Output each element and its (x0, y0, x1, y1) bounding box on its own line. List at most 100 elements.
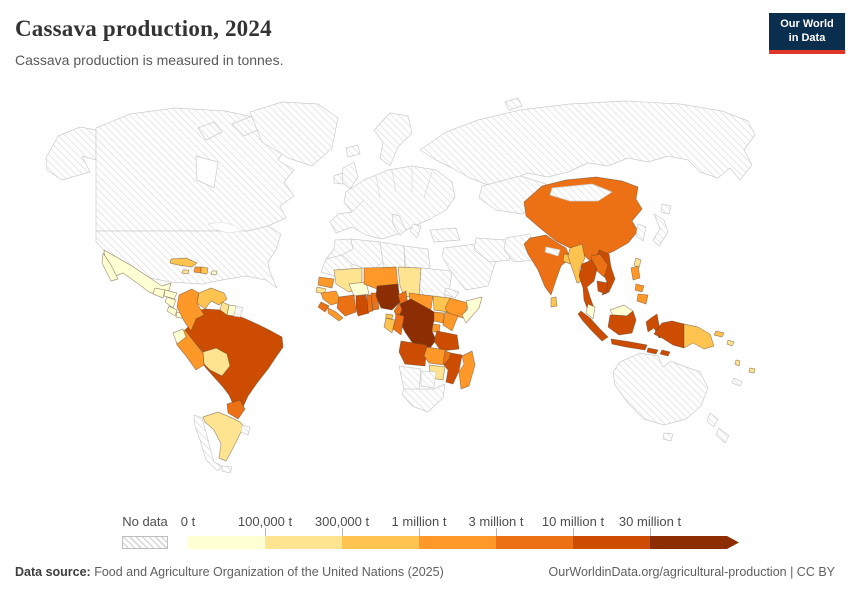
country-new-zealand-south[interactable] (715, 427, 730, 444)
country-ireland[interactable] (333, 172, 344, 185)
legend-stop-label: 100,000 t (237, 514, 293, 529)
country-greece[interactable] (409, 223, 422, 239)
country-argentina[interactable] (202, 411, 245, 462)
country-tanzania[interactable] (433, 330, 460, 352)
country-png-islands[interactable] (713, 330, 725, 338)
chart-subtitle: Cassava production is measured in tonnes… (15, 52, 284, 68)
country-japan[interactable] (652, 213, 669, 247)
country-cambodia[interactable] (596, 280, 609, 295)
country-south-africa[interactable] (401, 383, 446, 413)
country-iran[interactable] (473, 237, 511, 263)
country-sri-lanka[interactable] (550, 296, 558, 308)
legend-segment-2[interactable] (265, 536, 342, 549)
country-mexico-baja[interactable] (101, 252, 119, 282)
country-taiwan[interactable] (633, 257, 642, 269)
country-eritrea[interactable] (443, 287, 460, 299)
country-papua-new-guinea[interactable] (683, 323, 715, 350)
country-russia[interactable] (419, 100, 756, 186)
country-dominican-republic[interactable] (200, 266, 209, 275)
country-botswana[interactable] (420, 370, 437, 389)
country-equatorial-guinea[interactable] (385, 313, 394, 320)
country-indonesia-timor[interactable] (659, 349, 671, 357)
country-greenland[interactable] (249, 101, 339, 167)
country-somalia[interactable] (461, 296, 483, 324)
country-angola[interactable] (398, 340, 428, 367)
country-solomon-islands[interactable] (726, 339, 735, 347)
country-indonesia-kalimantan[interactable] (607, 310, 637, 336)
country-bolivia[interactable] (202, 347, 231, 377)
country-congo[interactable] (392, 313, 405, 336)
country-ecuador[interactable] (172, 328, 187, 345)
country-tasmania[interactable] (662, 432, 674, 442)
country-italy[interactable] (391, 213, 407, 236)
country-indonesia-java[interactable] (610, 338, 648, 351)
country-victoria-island[interactable] (197, 121, 223, 141)
country-french-guiana[interactable] (233, 305, 244, 318)
country-alaska[interactable] (45, 126, 97, 181)
country-honduras[interactable] (163, 289, 178, 300)
country-zambia[interactable] (423, 346, 447, 366)
credit-link[interactable]: OurWorldinData.org/agricultural-producti… (548, 565, 835, 579)
legend-segment-5[interactable] (496, 536, 573, 549)
country-ghana[interactable] (355, 294, 370, 317)
country-nigeria[interactable] (375, 283, 401, 311)
country-colombia[interactable] (176, 288, 205, 332)
country-korea[interactable] (635, 223, 647, 242)
country-nepal[interactable] (544, 246, 561, 257)
country-fiji[interactable] (748, 367, 756, 374)
country-united-kingdom[interactable] (341, 161, 359, 190)
country-china[interactable] (523, 176, 643, 262)
country-namibia[interactable] (398, 365, 422, 392)
country-new-caledonia[interactable] (731, 377, 743, 387)
no-data-label: No data (122, 514, 168, 529)
legend-segment-4[interactable] (419, 536, 496, 549)
country-cuba[interactable] (169, 257, 198, 268)
legend-segment-6[interactable] (573, 536, 650, 549)
country-madagascar[interactable] (458, 350, 476, 390)
legend-segment-3[interactable] (342, 536, 419, 549)
country-philippines-visayas[interactable] (634, 283, 645, 293)
country-vanuatu[interactable] (734, 359, 741, 367)
country-egypt[interactable] (403, 245, 431, 271)
country-malaysia[interactable] (585, 303, 596, 320)
country-mozambique[interactable] (443, 352, 463, 385)
country-uruguay[interactable] (240, 424, 251, 436)
country-sierra-leone[interactable] (317, 301, 330, 313)
country-uganda[interactable] (433, 311, 445, 324)
country-hokkaido[interactable] (660, 203, 672, 215)
country-venezuela[interactable] (196, 287, 228, 310)
country-philippines-luzon[interactable] (630, 265, 641, 281)
data-source-label: Data source: (15, 565, 91, 579)
no-data-swatch[interactable] (122, 536, 168, 549)
country-liberia[interactable] (327, 307, 344, 322)
country-paraguay[interactable] (226, 399, 246, 420)
country-turkey[interactable] (429, 227, 461, 243)
legend-segment-1[interactable] (188, 536, 265, 549)
country-tierra-del-fuego[interactable] (221, 465, 233, 474)
country-cote-divoire[interactable] (336, 294, 357, 317)
country-indonesia-sumatra[interactable] (577, 310, 609, 342)
country-usa[interactable] (95, 225, 282, 289)
legend-segment-7[interactable] (650, 536, 739, 549)
country-pakistan-afghanistan[interactable] (503, 233, 535, 263)
country-philippines-mindanao[interactable] (636, 293, 649, 305)
country-gabon[interactable] (383, 317, 396, 334)
country-burkina-faso[interactable] (348, 281, 370, 297)
country-jamaica[interactable] (181, 269, 190, 275)
country-kenya[interactable] (442, 311, 459, 332)
country-novaya-zemlya[interactable] (504, 97, 523, 111)
country-iceland[interactable] (345, 144, 361, 158)
country-scandinavia[interactable] (373, 112, 413, 167)
country-australia[interactable] (612, 352, 709, 426)
country-indonesia-lesser-sunda[interactable] (646, 347, 659, 355)
country-haiti[interactable] (193, 266, 202, 274)
country-guinea[interactable] (320, 290, 342, 306)
chart-footer: Data source: Food and Agriculture Organi… (15, 565, 835, 579)
country-thailand[interactable] (578, 259, 598, 314)
country-puerto-rico[interactable] (210, 270, 218, 276)
country-senegal[interactable] (317, 276, 335, 289)
country-guatemala[interactable] (152, 287, 166, 299)
country-costa-rica[interactable] (166, 305, 178, 317)
country-new-zealand-north[interactable] (706, 412, 719, 428)
country-mongolia[interactable] (549, 183, 613, 202)
